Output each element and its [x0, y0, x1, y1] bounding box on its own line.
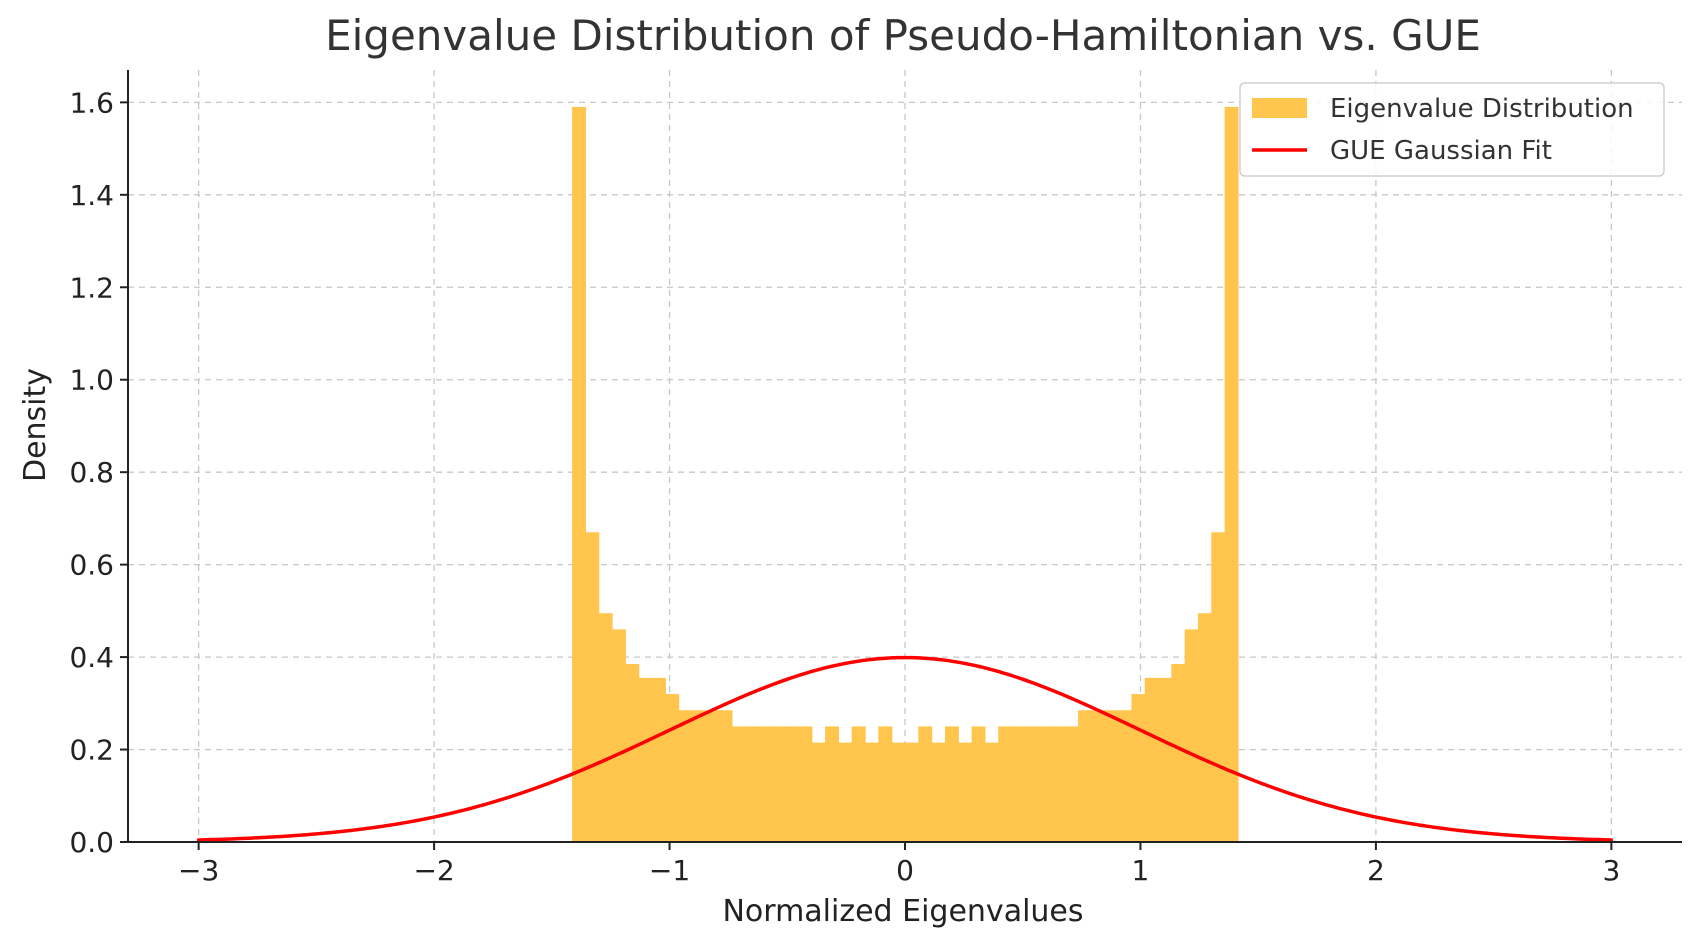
- histogram-bar-20: [838, 742, 853, 842]
- histogram-bar-38: [1078, 710, 1093, 842]
- y-tick-label-4: 0.8: [69, 456, 114, 489]
- histogram-bar-42: [1131, 694, 1146, 842]
- histogram-bar-2: [598, 613, 613, 842]
- y-tick-label-0: 0.0: [69, 826, 114, 859]
- histogram-bar-37: [1064, 726, 1079, 842]
- histogram-bar-11: [718, 710, 733, 842]
- histogram-bar-46: [1184, 629, 1199, 842]
- histogram-bar-1: [585, 532, 600, 842]
- histogram-bar-26: [918, 726, 933, 842]
- histogram-bar-28: [944, 726, 959, 842]
- histogram-bar-7: [665, 694, 680, 842]
- y-axis-label: Density: [18, 368, 53, 482]
- histogram-bar-5: [638, 677, 653, 842]
- y-tick-label-6: 1.2: [69, 271, 114, 304]
- histogram-bars: [572, 106, 1239, 842]
- legend-box: [1239, 82, 1665, 177]
- histogram-bar-36: [1051, 726, 1066, 842]
- histogram-bar-19: [825, 726, 840, 842]
- legend-label-gaussian-fit: GUE Gaussian Fit: [1330, 136, 1552, 166]
- histogram-bar-40: [1104, 710, 1119, 842]
- histogram-bar-8: [678, 710, 693, 842]
- histogram-bar-21: [851, 726, 866, 842]
- y-tick-label-8: 1.6: [69, 86, 114, 119]
- y-tick-label-2: 0.4: [69, 641, 114, 674]
- histogram-bar-29: [958, 742, 973, 842]
- histogram-bar-45: [1171, 664, 1186, 842]
- histogram-bar-31: [984, 742, 999, 842]
- chart-title: Eigenvalue Distribution of Pseudo-Hamilt…: [325, 11, 1481, 60]
- x-tick-label-5: 2: [1367, 854, 1385, 887]
- histogram-bar-34: [1024, 726, 1039, 842]
- y-tick-label-1: 0.2: [69, 734, 114, 767]
- y-tick-label-5: 1.0: [69, 364, 114, 397]
- x-axis-label: Normalized Eigenvalues: [722, 894, 1083, 929]
- histogram-bar-30: [971, 726, 986, 842]
- histogram-bar-17: [798, 726, 813, 842]
- x-tick-label-4: 1: [1132, 854, 1150, 887]
- histogram-bar-4: [625, 664, 640, 842]
- histogram-bar-22: [865, 742, 879, 842]
- y-tick-label-3: 0.6: [69, 549, 114, 582]
- histogram-bar-16: [785, 726, 800, 842]
- histogram-bar-44: [1158, 677, 1172, 842]
- x-tick-label-3: 0: [896, 854, 914, 887]
- histogram-bar-33: [1011, 726, 1026, 842]
- x-tick-label-2: −1: [649, 854, 690, 887]
- legend-swatch-histogram: [1252, 98, 1307, 118]
- histogram-bar-35: [1038, 726, 1053, 842]
- gaussian-fit-layer: [196, 655, 1614, 842]
- histogram-bar-27: [931, 742, 946, 842]
- histogram-bar-43: [1144, 677, 1159, 842]
- histogram-bar-9: [691, 710, 706, 842]
- histogram-bar-14: [758, 726, 773, 842]
- histogram-bar-6: [651, 677, 666, 842]
- histogram-bar-0: [572, 106, 586, 842]
- histogram-bar-18: [811, 742, 826, 842]
- histogram-bar-49: [1224, 106, 1239, 842]
- grid-layer: [128, 70, 1682, 842]
- histogram-bar-32: [998, 726, 1013, 842]
- histogram-bar-25: [905, 742, 919, 842]
- histogram-bar-23: [878, 726, 893, 842]
- legend: Eigenvalue Distribution GUE Gaussian Fit: [1239, 82, 1665, 177]
- histogram-bar-15: [771, 726, 786, 842]
- legend-label-histogram: Eigenvalue Distribution: [1330, 94, 1634, 124]
- x-tick-label-6: 3: [1602, 854, 1620, 887]
- histogram-bar-13: [745, 726, 760, 842]
- y-tick-label-7: 1.4: [69, 179, 114, 212]
- histogram-bar-10: [705, 710, 720, 842]
- histogram-bar-24: [891, 742, 906, 842]
- histogram-bar-39: [1091, 710, 1106, 842]
- histogram-bar-41: [1118, 710, 1132, 842]
- histogram-bar-3: [612, 629, 626, 842]
- histogram-bar-12: [731, 726, 746, 842]
- x-tick-label-1: −2: [413, 854, 454, 887]
- histogram-bar-48: [1211, 532, 1226, 842]
- gaussian-fit-line: [196, 655, 1614, 842]
- histogram-bar-47: [1197, 613, 1212, 842]
- ticks-layer: −3 −2 −1 0 1 2 3 0.0 0.2 0.4 0.6 0.8 1.0 1.2 1.4 1.6: [69, 86, 1620, 887]
- x-tick-label-0: −3: [178, 854, 219, 887]
